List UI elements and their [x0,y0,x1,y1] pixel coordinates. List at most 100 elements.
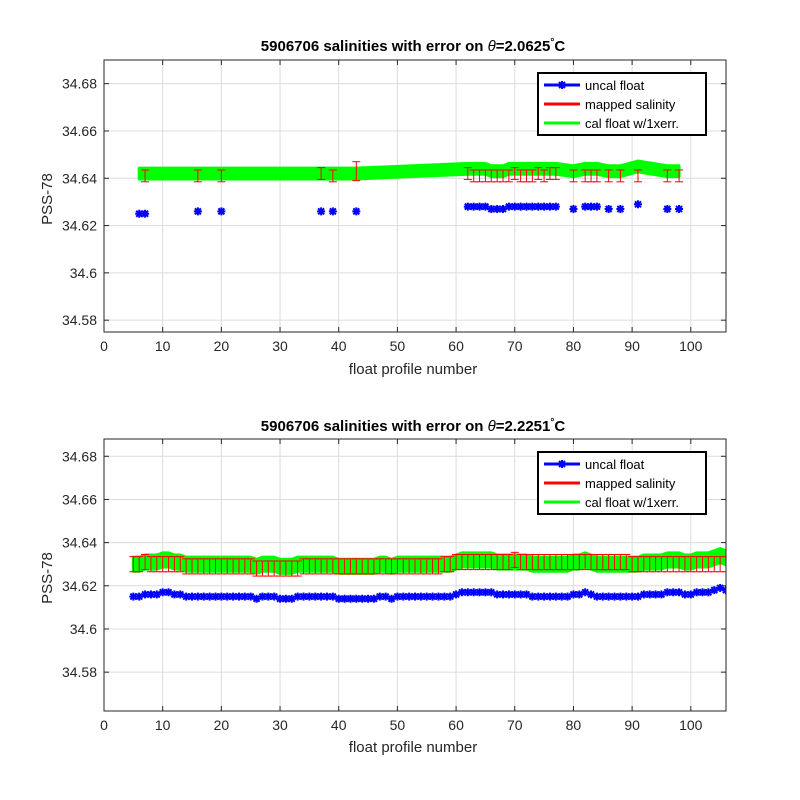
uncal-float-point [475,588,484,597]
uncal-float-point [628,592,637,601]
uncal-float-point [193,592,202,601]
uncal-float-point [522,202,531,211]
axes-frame [103,59,727,333]
uncal-float-point [328,207,337,216]
uncal-float-point [616,205,625,214]
y-tick-label: 34.64 [62,535,97,551]
y-tick-label: 34.58 [62,312,97,328]
x-tick-label: 80 [566,338,582,354]
chart-title: 5906706 salinities with error on θ=2.225… [261,417,566,435]
mapped-salinity-errorbar [317,167,326,180]
x-tick-label: 50 [390,717,406,733]
mapped-salinity-errorbar [504,553,513,571]
legend-label: mapped salinity [585,97,676,112]
legend-item: uncal float [544,457,645,472]
mapped-salinity-errorbar [141,169,150,183]
x-tick-label: 10 [155,338,171,354]
uncal-float-point [633,200,642,209]
mapped-salinity-errorbar [528,169,537,183]
y-tick-label: 34.58 [62,664,97,680]
uncal-float-point [317,207,326,216]
mapped-salinity-errorbar [246,558,255,575]
mapped-salinity-errorbar [604,169,613,183]
y-tick-label: 34.68 [62,76,97,92]
mapped-salinity-errorbar [217,169,226,183]
uncal-float-point [129,592,138,601]
legend-label: uncal float [585,457,645,472]
y-axis-label: PSS-78 [39,173,56,225]
uncal-float-point [722,586,726,595]
uncal-float-point [352,207,361,216]
uncal-float-point [193,207,202,216]
legend-label: cal float w/1xerr. [585,495,679,510]
x-tick-label: 0 [100,717,108,733]
uncal-float-point [293,592,302,601]
x-tick-label: 30 [272,338,288,354]
y-tick-label: 34.64 [62,170,97,186]
mapped-salinity-errorbar [141,553,150,571]
uncal-float-series [135,200,684,218]
uncal-float-point [223,592,232,601]
uncal-float-point [534,592,543,601]
mapped-salinity-errorbar [675,169,684,183]
chart-panel-bottom: 5906706 salinities with error on θ=2.225… [39,417,727,756]
uncal-float-point [545,202,554,211]
x-tick-label: 40 [331,717,347,733]
x-tick-label: 60 [448,717,464,733]
uncal-float-point [587,202,596,211]
uncal-float-point [692,588,701,597]
uncal-float-point [663,588,672,597]
uncal-float-point [558,81,566,89]
uncal-float-point [141,209,150,218]
x-tick-label: 0 [100,338,108,354]
x-axis-label: float profile number [349,739,477,756]
mapped-salinity-errorbar [328,169,337,183]
x-tick-label: 10 [155,717,171,733]
legend-item: cal float w/1xerr. [544,116,679,131]
mapped-salinity-errorbar [434,558,443,575]
x-tick-label: 70 [507,717,523,733]
mapped-salinity-errorbar [540,169,549,183]
uncal-float-point [528,592,537,601]
uncal-float-point [534,202,543,211]
uncal-float-point [499,590,508,599]
uncal-float-point [558,460,566,468]
mapped-salinity-errorbar [622,553,631,571]
mapped-salinity-errorbar [446,556,455,573]
mapped-salinity-errorbar [510,167,519,180]
mapped-salinity-errorbar [722,556,726,573]
mapped-salinity-errorbar [135,556,144,573]
mapped-salinity-errorbar [193,169,202,183]
mapped-salinity-series [141,161,684,183]
x-tick-label: 80 [566,717,582,733]
uncal-float-point [581,202,590,211]
legend-item: cal float w/1xerr. [544,495,679,510]
mapped-salinity-errorbar [504,169,513,183]
y-tick-label: 34.62 [62,578,97,594]
uncal-float-point [170,590,179,599]
y-tick-label: 34.62 [62,218,97,234]
uncal-float-point [616,592,625,601]
legend: uncal float mapped salinity cal float w/1x… [537,72,707,136]
x-tick-label: 100 [679,717,703,733]
mapped-salinity-errorbar [592,169,601,183]
mapped-salinity-errorbar [534,167,543,180]
legend-item: mapped salinity [544,97,676,112]
uncal-float-point [416,592,425,601]
mapped-salinity-errorbar [176,556,185,573]
y-tick-label: 34.68 [62,448,97,464]
chart-panel-top: 5906706 salinities with error on θ=2.062… [39,37,727,378]
mapped-salinity-series [129,551,726,577]
mapped-salinity-errorbar [551,167,560,180]
uncal-float-point [457,588,466,597]
uncal-float-point [592,202,601,211]
uncal-float-point [569,205,578,214]
uncal-float-point [592,592,601,601]
x-tick-label: 100 [679,338,703,354]
data-layer [135,159,684,218]
uncal-float-point [551,202,560,211]
mapped-salinity-errorbar [510,551,519,568]
x-tick-label: 50 [390,338,406,354]
mapped-salinity-errorbar [569,169,578,183]
